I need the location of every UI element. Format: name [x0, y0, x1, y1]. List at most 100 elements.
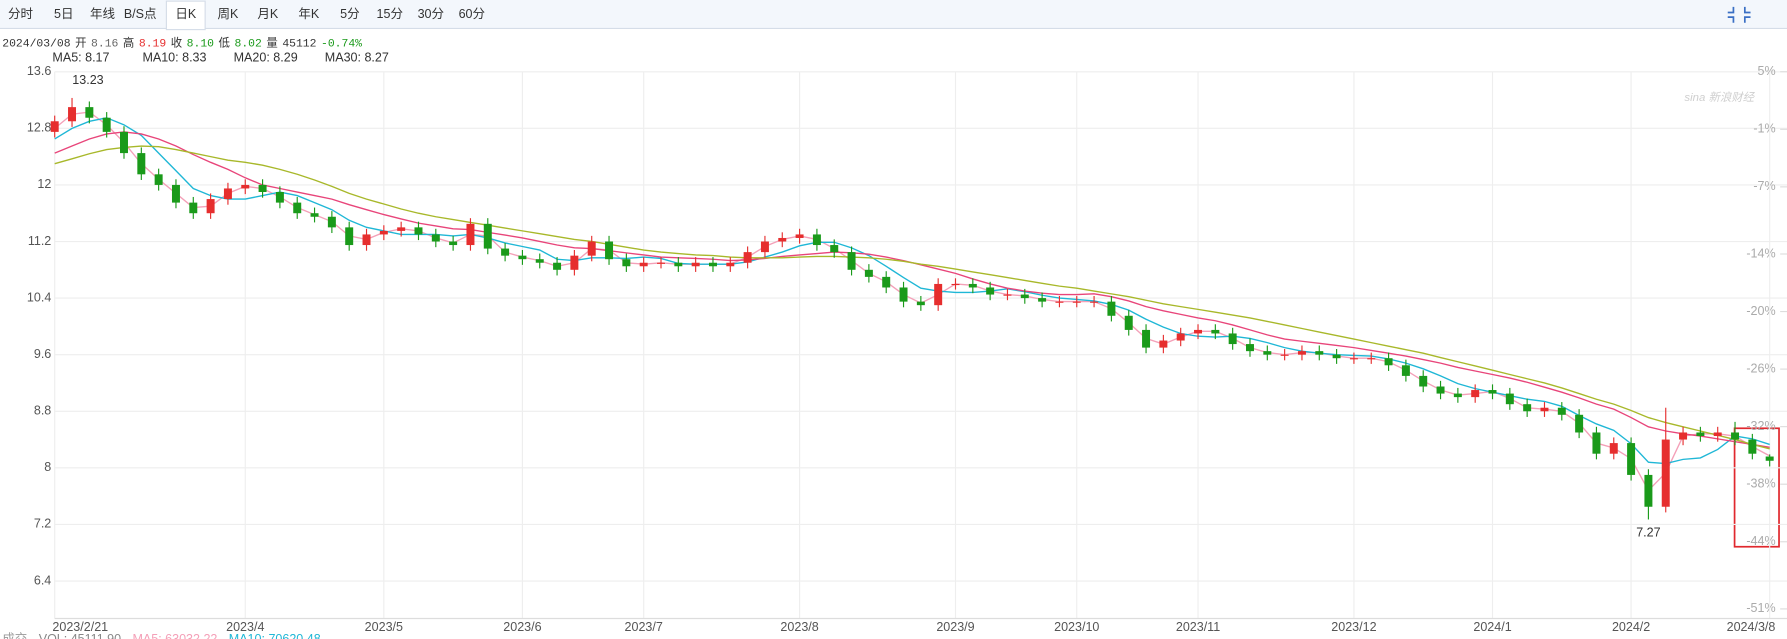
quote-item: -0.74%	[321, 38, 362, 50]
candle-body	[154, 174, 163, 185]
candle-body	[206, 199, 215, 214]
candle-body	[466, 223, 475, 246]
quote-item: 低	[219, 36, 230, 50]
y2-tick-label: -14%	[1746, 246, 1775, 260]
x-tick-label: 2023/10	[1054, 620, 1099, 634]
candle-body	[1367, 358, 1376, 360]
candle-body	[241, 184, 250, 189]
candle-body	[1488, 390, 1497, 394]
candle-body	[986, 287, 995, 295]
tab[interactable]: 30分	[418, 7, 445, 21]
legend-item: MA5: 8.17	[52, 50, 109, 64]
quote-line: 2024/03/08 开 8.16 高 8.19 收 8.10 低 8.02 量 45112 -0.7…	[2, 35, 362, 50]
x-tick-label: 2023/6	[503, 620, 541, 634]
y2-tick-label: -51%	[1746, 601, 1775, 615]
candle-body	[1609, 443, 1618, 454]
x-tick-label: 2023/11	[1176, 620, 1220, 634]
candle-body	[795, 234, 804, 238]
tab[interactable]: 5分	[340, 7, 360, 21]
candle-body	[1679, 432, 1688, 440]
y-tick-label: 9.6	[34, 347, 51, 361]
candle-body	[1142, 329, 1151, 348]
x-tick-label: 2024/3/8	[1727, 620, 1776, 634]
candle-body	[258, 184, 267, 192]
x-tick-label: 2023/2/21	[52, 620, 108, 634]
candle-body	[1540, 407, 1549, 412]
legend-item: MA10: 8.33	[142, 50, 206, 64]
candle-body	[1436, 386, 1445, 394]
collapse-icon[interactable]	[1727, 6, 1751, 23]
volume-legend-item: 成交	[2, 631, 27, 639]
candle-body	[864, 269, 873, 277]
y2-tick-label: -32%	[1746, 419, 1775, 433]
candle-body	[85, 107, 94, 118]
tab[interactable]: 年线	[90, 7, 116, 21]
candle-body	[1731, 432, 1740, 440]
candle-body	[1765, 456, 1774, 461]
candle-body	[275, 191, 284, 203]
y-tick-label: 12	[37, 177, 51, 191]
candle-body	[1280, 354, 1289, 356]
candle-body	[1211, 329, 1220, 334]
candle-body	[189, 202, 198, 214]
legend-item: MA30: 8.27	[325, 50, 389, 64]
candle-body	[120, 131, 128, 154]
volume-legend-item: VOL: 45111.90	[39, 632, 121, 639]
candle-body	[1644, 474, 1653, 507]
candle-body	[916, 301, 925, 306]
candle-body	[362, 234, 371, 246]
candle-body	[1748, 439, 1757, 454]
candle-body	[1297, 351, 1306, 355]
tab[interactable]: 60分	[459, 7, 486, 21]
legend-item: MA20: 8.29	[234, 50, 298, 64]
candle-body	[1228, 333, 1237, 345]
tab[interactable]: 15分	[377, 7, 404, 21]
candle-body	[483, 223, 492, 249]
candle-body	[760, 241, 769, 253]
candle-body	[327, 216, 336, 228]
x-tick-label: 2023/9	[936, 620, 974, 634]
candle-body	[1107, 301, 1116, 316]
tab[interactable]: 分时	[8, 7, 34, 21]
candle-body	[431, 234, 440, 242]
quote-item: 45112	[282, 38, 316, 50]
x-tick-label: 2023/5	[365, 620, 403, 634]
candle-body	[449, 241, 458, 246]
x-tick-label: 2023/7	[625, 620, 663, 634]
candle-body	[1124, 315, 1133, 330]
x-tick-label: 2023/8	[780, 620, 818, 634]
candle-body	[1315, 351, 1324, 355]
tab[interactable]: 周K	[217, 7, 239, 21]
x-tick-label: 2024/2	[1612, 620, 1650, 634]
candle-body	[414, 227, 423, 235]
candle-body	[1038, 298, 1047, 302]
candle-body	[1471, 390, 1480, 398]
candle-body	[379, 230, 388, 235]
tab[interactable]: B/S点	[124, 7, 157, 21]
candle-body	[1384, 358, 1393, 366]
x-tick-label: 2024/1	[1473, 620, 1511, 634]
ma-line	[54, 117, 1770, 465]
tab[interactable]: 年K	[298, 7, 320, 21]
candle-body	[1020, 294, 1029, 299]
candle-body	[223, 188, 232, 200]
candle-body	[691, 262, 700, 267]
candle-body	[1159, 340, 1168, 348]
candle-body	[1090, 301, 1099, 303]
quote-item: 收	[171, 35, 182, 50]
volume-legend: 成交 VOL: 45111.90 MA5: 63032.22 MA10: 70620.…	[2, 631, 320, 639]
tab[interactable]: 5日	[54, 7, 73, 21]
tab[interactable]: 月K	[257, 7, 279, 21]
candle-body	[1523, 404, 1532, 412]
y-tick-label: 7.2	[34, 517, 51, 531]
tab[interactable]: 日K	[175, 7, 197, 21]
candle-body	[102, 117, 111, 132]
candle-body	[1245, 344, 1254, 352]
candle-body	[587, 241, 596, 256]
candle-body	[1505, 393, 1514, 405]
quote-item: 8.16	[91, 38, 118, 50]
toolbar	[0, 0, 1787, 29]
candle-body	[882, 276, 891, 288]
candle-body	[310, 213, 319, 217]
candle-body	[293, 202, 302, 214]
